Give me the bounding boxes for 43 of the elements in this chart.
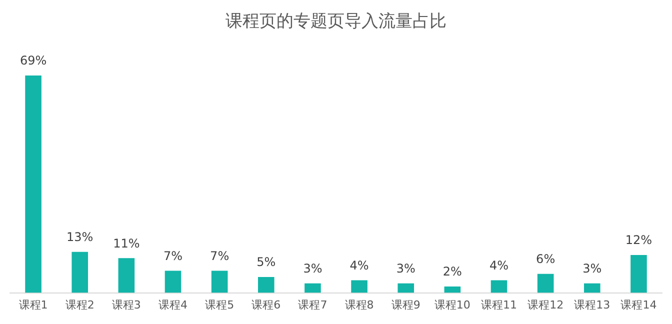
bar: [398, 283, 414, 293]
bar: [490, 280, 508, 293]
x-tick-label: 课程13: [574, 298, 610, 312]
bar: [258, 277, 274, 293]
bar: [584, 283, 600, 293]
bar: [537, 274, 554, 293]
data-label: 3%: [582, 261, 602, 276]
bar: [211, 270, 228, 293]
bar: [304, 283, 321, 293]
x-tick-label: 课程6: [252, 298, 281, 312]
x-tick-label: 课程7: [298, 298, 328, 312]
data-label: 5%: [256, 255, 276, 270]
data-label: 6%: [536, 252, 556, 266]
data-label: 4%: [350, 258, 369, 272]
x-tick-label: 课程8: [344, 298, 374, 312]
bar: [25, 76, 42, 293]
x-tick-label: 课程5: [205, 298, 234, 312]
data-label: 11%: [113, 236, 140, 250]
data-label: 7%: [210, 248, 230, 263]
bar: [72, 252, 88, 293]
x-tick-label: 课程11: [481, 298, 517, 312]
data-label: 3%: [303, 261, 322, 276]
bar: [444, 286, 461, 293]
x-tick-label: 课程4: [158, 298, 188, 312]
bar: [630, 255, 647, 293]
x-tick-label: 课程14: [620, 298, 657, 312]
data-label: 4%: [489, 258, 509, 272]
x-tick-label: 课程12: [528, 298, 564, 312]
data-label: 13%: [66, 230, 94, 244]
data-label: 12%: [625, 233, 652, 248]
bar: [118, 258, 135, 293]
x-tick-label: 课程3: [112, 298, 141, 312]
data-label: 7%: [163, 248, 183, 263]
x-tick-label: 课程9: [391, 298, 420, 312]
x-tick-label: 课程2: [65, 298, 94, 312]
data-label: 69%: [20, 54, 47, 68]
data-label: 2%: [442, 264, 462, 279]
data-label: 3%: [396, 261, 416, 276]
chart-title: 课程页的专题页导入流量占比: [226, 12, 446, 32]
x-tick-label: 课程10: [434, 298, 470, 312]
x-tick-label: 课程1: [18, 298, 48, 312]
bar: [351, 280, 368, 293]
bar: [164, 270, 182, 293]
